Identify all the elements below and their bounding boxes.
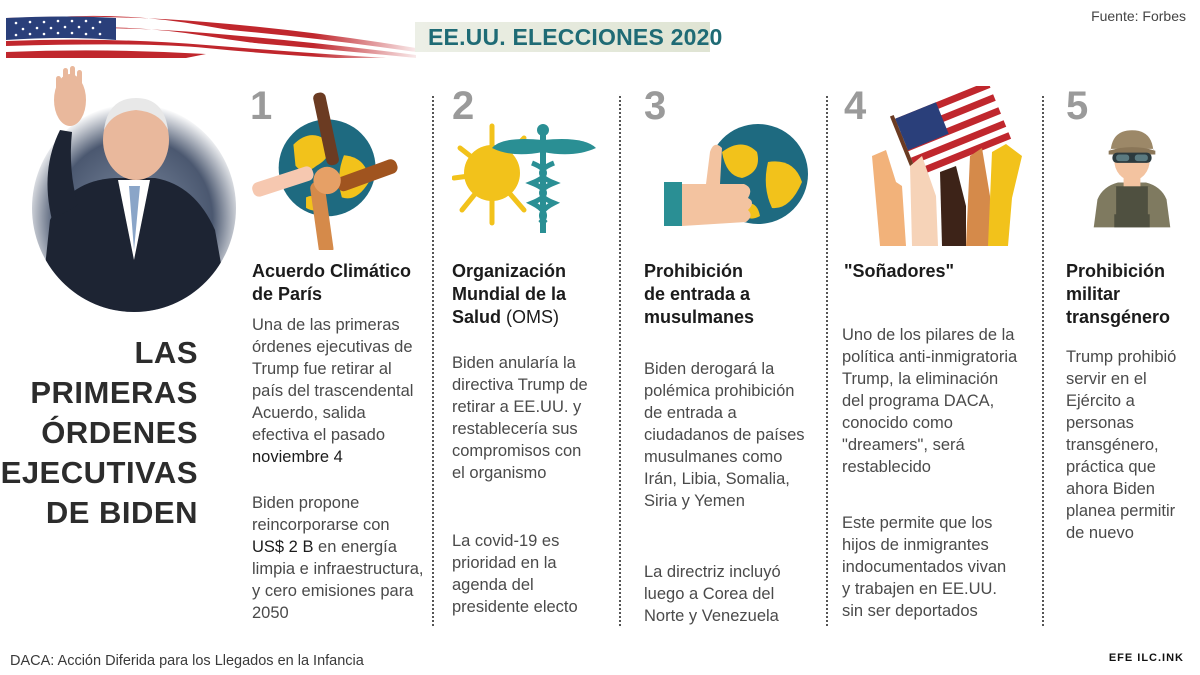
item-description: Trump prohibió servir en el Ejército a p…	[1066, 348, 1177, 542]
item-description: Uno de los pilares de la política anti-i…	[842, 326, 1018, 476]
soldier-icon	[1093, 130, 1171, 228]
source-label: Fuente: Forbes	[1091, 8, 1186, 24]
highlight-amount: US$ 2 B	[252, 538, 314, 556]
footnote: DACA: Acción Diferida para los Llegados …	[10, 653, 364, 669]
column-divider	[619, 96, 621, 626]
item-title: Organización Mundial de la Salud (OMS)	[452, 261, 567, 327]
headline-line: ÓRDENES	[41, 415, 198, 450]
item-detail: La covid-19 es prioridad en la agenda de…	[452, 532, 578, 616]
item-title: Prohibición militar transgénero	[1066, 261, 1171, 327]
headline: LAS PRIMERAS ÓRDENES EJECUTIVAS DE BIDEN	[1, 333, 198, 533]
highlight-date: noviembre 4	[252, 448, 343, 466]
item-number: 5	[1066, 84, 1089, 128]
headline-line: EJECUTIVAS	[0, 455, 198, 490]
title-band	[415, 22, 710, 52]
headline-line: PRIMERAS	[30, 375, 198, 410]
main-title: EE.UU. ELECCIONES 2020	[428, 24, 723, 50]
headline-line: DE BIDEN	[45, 495, 198, 530]
caduceus-sun-icon	[452, 123, 596, 233]
item-description: Una de las primeras órdenes ejecutivas d…	[252, 316, 414, 466]
raised-hands-flag-icon	[872, 86, 1022, 246]
item-title: Acuerdo Climático de París	[252, 261, 412, 304]
biden-portrait	[32, 66, 236, 312]
thumbs-up-globe-icon	[664, 124, 808, 226]
item-title: Prohibición de entrada a musulmanes	[644, 261, 755, 327]
column-divider	[826, 96, 828, 626]
item-detail: Este permite que los hijos de inmigrante…	[842, 514, 1007, 620]
item-number: 1	[250, 84, 273, 128]
item-title: "Soñadores"	[844, 261, 955, 281]
column-divider	[1042, 96, 1044, 626]
item-detail: La directriz incluyó luego a Corea del N…	[644, 563, 781, 625]
us-flag-banner	[6, 14, 416, 58]
headline-line: LAS	[134, 335, 198, 370]
item-number: 3	[644, 84, 667, 128]
item-description: Biden derogará la polémica prohibición d…	[644, 360, 805, 510]
globe-hands-icon	[252, 92, 398, 250]
item-number: 4	[844, 84, 867, 128]
item-description: Biden anularía la directiva Trump de ret…	[452, 354, 588, 482]
item-detail: Biden propone reincorporarse con US$ 2 B…	[252, 494, 424, 622]
agency-logo: EFE ILC.INK	[1108, 652, 1184, 664]
item-number: 2	[452, 84, 475, 128]
column-divider	[432, 96, 434, 626]
